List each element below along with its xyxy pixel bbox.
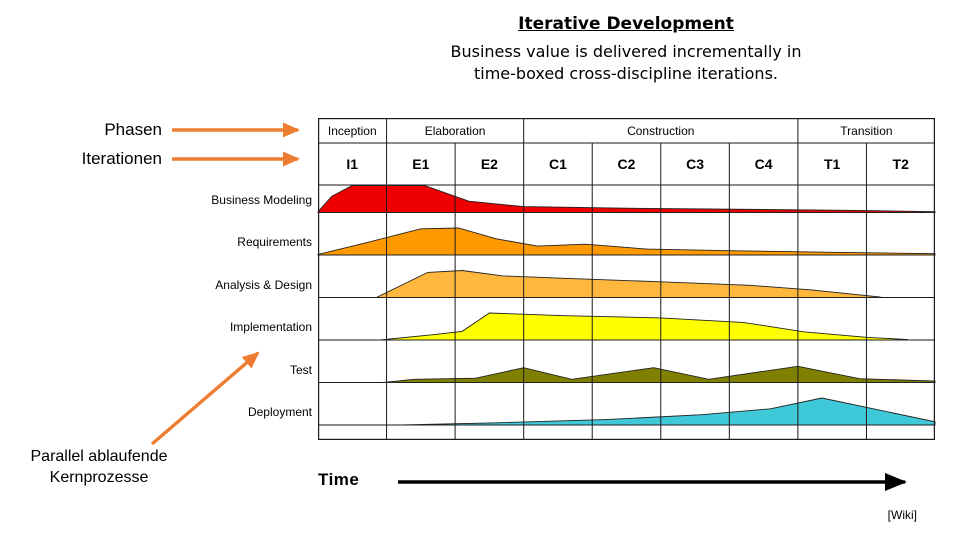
iterationen-label: Iterationen: [81, 149, 162, 168]
iteration-label-c4: C4: [754, 156, 773, 172]
iteration-label-t2: T2: [892, 156, 909, 172]
phase-label-construction: Construction: [627, 123, 695, 138]
iteration-label-c3: C3: [686, 156, 704, 172]
discipline-label-deployment: Deployment: [247, 405, 312, 419]
title-block: Iterative Development Business value is …: [296, 14, 956, 85]
hump-implementation: [379, 312, 909, 341]
discipline-labels: Business Modeling Requirements Analysis & …: [100, 118, 312, 440]
discipline-label-requirements: Requirements: [237, 235, 312, 249]
discipline-label-business-modeling: Business Modeling: [211, 192, 312, 207]
hump-test: [383, 365, 936, 383]
iteration-label-c1: C1: [548, 156, 567, 172]
phase-header-row: Inception Elaboration Construction Transiti…: [318, 118, 935, 143]
grid-border: [318, 118, 935, 440]
parallel-processes-label-line1: Parallel ablaufende: [30, 448, 168, 465]
hump-deployment: [400, 397, 936, 426]
hump-analysis-design: [376, 270, 881, 298]
source-credit: [Wiki]: [887, 508, 917, 522]
chart-subtitle-line1: Business value is delivered incrementall…: [450, 42, 802, 61]
iteration-label-c2: C2: [617, 156, 636, 172]
iteration-label-t1: T1: [823, 156, 841, 172]
discipline-label-analysis-design: Analysis & Design: [215, 277, 312, 292]
chart-subtitle-line2: time-boxed cross-discipline iterations.: [473, 64, 778, 83]
iteration-header-row: I1 E1 E2 C1 C2 C3 C4 T1 T2: [318, 143, 935, 185]
phase-label-transition: Transition: [840, 123, 893, 138]
parallel-processes-arrow-icon: [150, 351, 260, 446]
parallel-processes-label-line2: Kernprozesse: [49, 469, 149, 486]
parallel-processes-label: Parallel ablaufende Kernprozesse: [0, 446, 198, 488]
chart-title: Iterative Development: [518, 14, 734, 34]
hump-business-modeling: [317, 185, 936, 213]
grid-and-humps: [317, 118, 936, 440]
hump-requirements: [317, 227, 936, 256]
iteration-label-e2: E2: [480, 156, 498, 172]
iteration-label-i1: I1: [346, 156, 359, 172]
discipline-label-implementation: Implementation: [229, 320, 312, 334]
phase-label-elaboration: Elaboration: [424, 123, 486, 138]
iteration-label-e1: E1: [412, 156, 430, 172]
time-axis-label: Time: [318, 470, 360, 489]
discipline-label-test: Test: [289, 362, 312, 377]
phasen-label: Phasen: [104, 120, 162, 139]
phase-label-inception: Inception: [327, 123, 377, 138]
